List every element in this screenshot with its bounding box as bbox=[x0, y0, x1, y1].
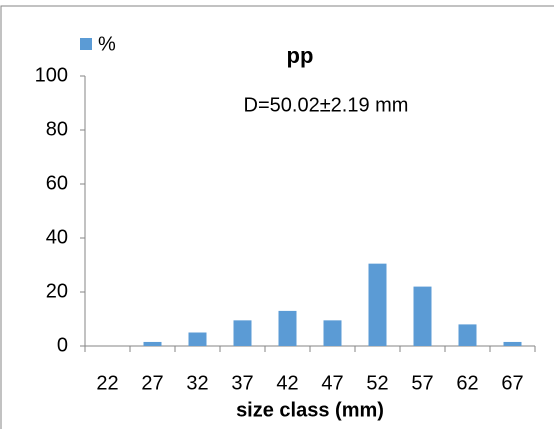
bar bbox=[278, 310, 297, 346]
x-tick-label: 47 bbox=[321, 372, 343, 394]
annotation: D=50.02±2.19 mm bbox=[244, 94, 409, 116]
x-tick-label: 62 bbox=[456, 372, 478, 394]
x-tick-label: 22 bbox=[96, 372, 118, 394]
y-tick-label: 40 bbox=[46, 226, 68, 248]
x-tick-label: 42 bbox=[276, 372, 298, 394]
x-tick-label: 37 bbox=[231, 372, 253, 394]
bar bbox=[413, 286, 432, 346]
chart-frame bbox=[0, 5, 554, 429]
y-tick-label: 60 bbox=[46, 172, 68, 194]
x-tick-label: 67 bbox=[501, 372, 523, 394]
x-tick-label: 27 bbox=[141, 372, 163, 394]
bar bbox=[143, 341, 162, 346]
bar bbox=[503, 341, 522, 346]
bar bbox=[233, 320, 252, 346]
legend-label: % bbox=[98, 33, 116, 55]
chart-title: pp bbox=[287, 43, 314, 68]
y-tick-label: 80 bbox=[46, 118, 68, 140]
x-axis-title: size class (mm) bbox=[236, 399, 384, 421]
y-tick-label: 100 bbox=[35, 64, 68, 86]
bar bbox=[188, 332, 207, 346]
x-tick-label: 52 bbox=[366, 372, 388, 394]
legend-swatch bbox=[80, 38, 92, 50]
bar bbox=[323, 320, 342, 346]
y-tick-label: 0 bbox=[57, 334, 68, 356]
y-tick-label: 20 bbox=[46, 280, 68, 302]
bar bbox=[458, 324, 477, 346]
x-tick-label: 32 bbox=[186, 372, 208, 394]
x-tick-label: 57 bbox=[411, 372, 433, 394]
bar bbox=[368, 263, 387, 346]
